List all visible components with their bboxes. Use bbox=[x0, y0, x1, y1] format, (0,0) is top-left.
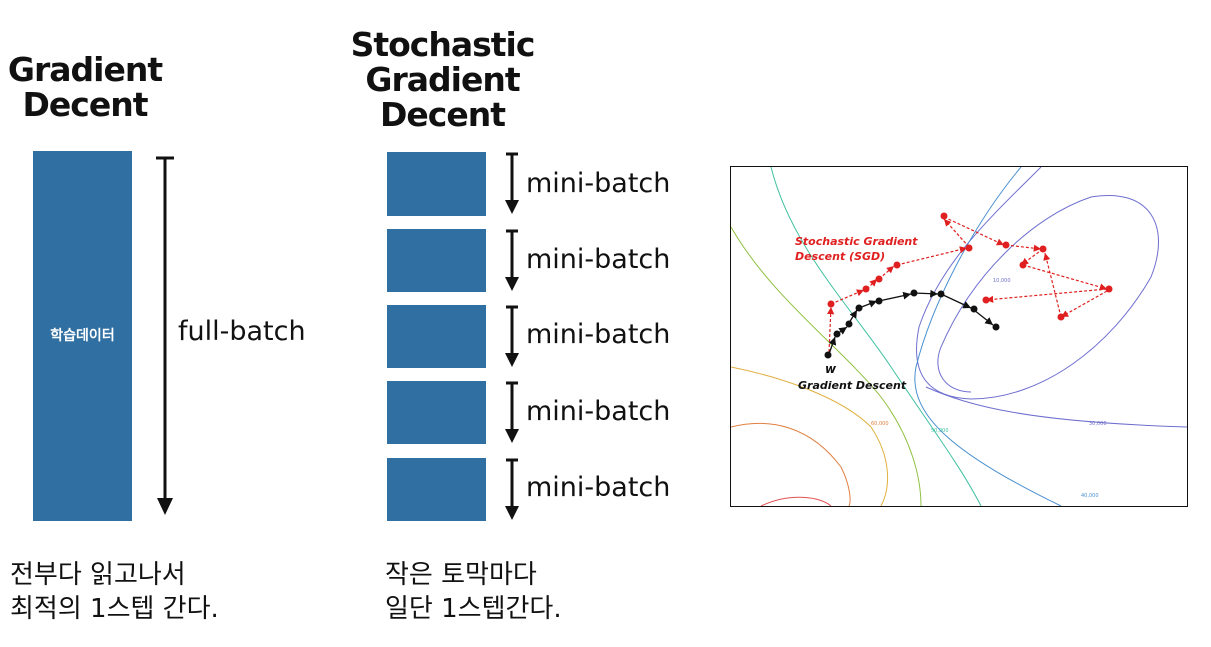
mini-batch-label: mini-batch bbox=[526, 396, 671, 427]
contour-label: 10,000 bbox=[993, 278, 1011, 284]
gd-caption-line2: 최적의 1스텝 간다. bbox=[10, 594, 219, 624]
gradient-descent-title: Gradient Decent bbox=[0, 52, 170, 122]
contour-plot-svg: 10,000 30,000 40,000 50,000 60,000 bbox=[731, 167, 1187, 506]
mini-batch-block bbox=[387, 305, 486, 368]
mini-batch-block bbox=[387, 152, 486, 216]
contour-line bbox=[770, 167, 982, 506]
sgd-label-line2: Descent (SGD) bbox=[795, 250, 885, 263]
gd-path bbox=[828, 289, 994, 355]
sgd-caption: 작은 토막마다 일단 1스텝간다. bbox=[385, 558, 562, 626]
sgd-points bbox=[827, 212, 1113, 321]
sgd-title: Stochastic Gradient Decent bbox=[340, 27, 545, 132]
mini-batch-label: mini-batch bbox=[526, 472, 671, 503]
gd-title-line1: Gradient bbox=[7, 50, 163, 89]
mini-batch-arrow bbox=[505, 229, 519, 291]
mini-batch-label: mini-batch bbox=[526, 168, 671, 199]
mini-batch-block bbox=[387, 458, 486, 521]
mini-batch-arrow bbox=[505, 458, 519, 520]
sgd-label-line1: Stochastic Gradient bbox=[795, 235, 918, 248]
mini-batch-arrow bbox=[505, 381, 519, 443]
contour-label: 40,000 bbox=[1081, 493, 1099, 499]
contour-line bbox=[925, 386, 1187, 428]
sgd-title-line3: Decent bbox=[380, 95, 506, 134]
contour-line bbox=[731, 366, 889, 506]
training-data-label: 학습데이터 bbox=[50, 328, 115, 344]
training-data-block: 학습데이터 bbox=[33, 151, 132, 521]
contour-line bbox=[731, 226, 922, 506]
weight-label: w bbox=[825, 362, 837, 376]
mini-batch-label: mini-batch bbox=[526, 319, 671, 350]
sgd-caption-line2: 일단 1스텝간다. bbox=[385, 594, 562, 624]
contour-plot: 10,000 30,000 40,000 50,000 60,000 bbox=[730, 166, 1188, 507]
mini-batch-arrow bbox=[505, 152, 519, 214]
contour-line bbox=[914, 167, 1062, 506]
gd-title-line2: Decent bbox=[22, 85, 149, 124]
sgd-title-line2: Gradient bbox=[365, 60, 520, 99]
full-batch-arrow bbox=[156, 156, 174, 515]
contour-label: 50,000 bbox=[931, 428, 949, 434]
mini-batch-arrow bbox=[505, 305, 519, 367]
mini-batch-block bbox=[387, 381, 486, 444]
contour-line bbox=[916, 167, 1159, 400]
contour-line bbox=[760, 496, 832, 506]
contour-label: 60,000 bbox=[871, 421, 889, 427]
gd-points bbox=[824, 289, 1000, 359]
sgd-caption-line1: 작은 토막마다 bbox=[385, 560, 537, 590]
contour-line bbox=[731, 422, 851, 506]
contour-label: 30,000 bbox=[1089, 421, 1107, 427]
mini-batch-label: mini-batch bbox=[526, 244, 671, 275]
gd-label: Gradient Descent bbox=[798, 379, 907, 392]
full-batch-label: full-batch bbox=[178, 316, 306, 347]
mini-batch-block bbox=[387, 229, 486, 292]
sgd-title-line1: Stochastic bbox=[350, 25, 536, 64]
gradient-descent-caption: 전부다 읽고나서 최적의 1스텝 간다. bbox=[10, 558, 219, 626]
gd-caption-line1: 전부다 읽고나서 bbox=[10, 560, 186, 590]
